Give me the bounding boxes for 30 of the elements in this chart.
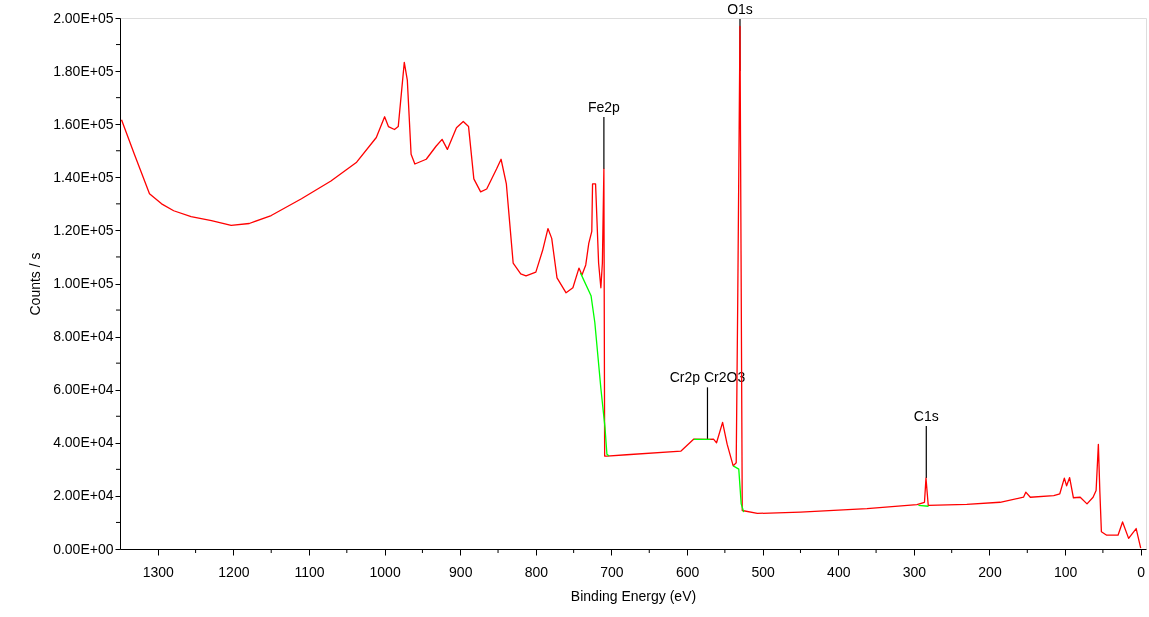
y-tick-label: 1.80E+05 [53, 62, 114, 79]
y-tick-label: 0.00E+00 [53, 540, 114, 557]
x-tick-label: 100 [1053, 563, 1078, 580]
x-tick-label: 300 [902, 563, 927, 580]
y-tick-label: 1.40E+05 [53, 168, 114, 185]
y-tick-label: 1.60E+05 [53, 115, 114, 132]
y-tick-label: 6.00E+04 [53, 381, 114, 398]
y-tick-label: 1.20E+05 [53, 221, 114, 238]
x-tick-label: 400 [827, 563, 851, 580]
x-tick-label: 800 [524, 563, 549, 580]
x-tick-label: 1100 [294, 563, 325, 580]
annotation: Fe2p [587, 99, 621, 116]
y-tick-label: 2.00E+04 [53, 487, 114, 504]
x-axis-title: Binding Energy (eV) [570, 587, 697, 604]
x-tick-label: 1300 [142, 563, 175, 580]
x-tick-label: 1000 [369, 563, 401, 580]
y-tick-label: 4.00E+04 [53, 434, 114, 451]
x-tick-label: 500 [751, 563, 776, 580]
y-tick-label: 8.00E+04 [53, 328, 114, 345]
x-tick-label: 0 [1137, 563, 1146, 580]
y-axis-title: Counts / s [27, 252, 44, 316]
y-tick-label: 2.00E+05 [53, 9, 114, 26]
annotation: O1s [727, 1, 753, 18]
x-tick-label: 200 [978, 563, 1002, 580]
x-tick-label: 600 [675, 563, 700, 580]
y-tick-label: 1.00E+05 [53, 275, 114, 291]
annotation: C1s [913, 408, 939, 425]
x-tick-label: 900 [449, 563, 473, 580]
x-tick-label: 700 [600, 563, 624, 580]
x-tick-label: 1200 [218, 563, 250, 580]
